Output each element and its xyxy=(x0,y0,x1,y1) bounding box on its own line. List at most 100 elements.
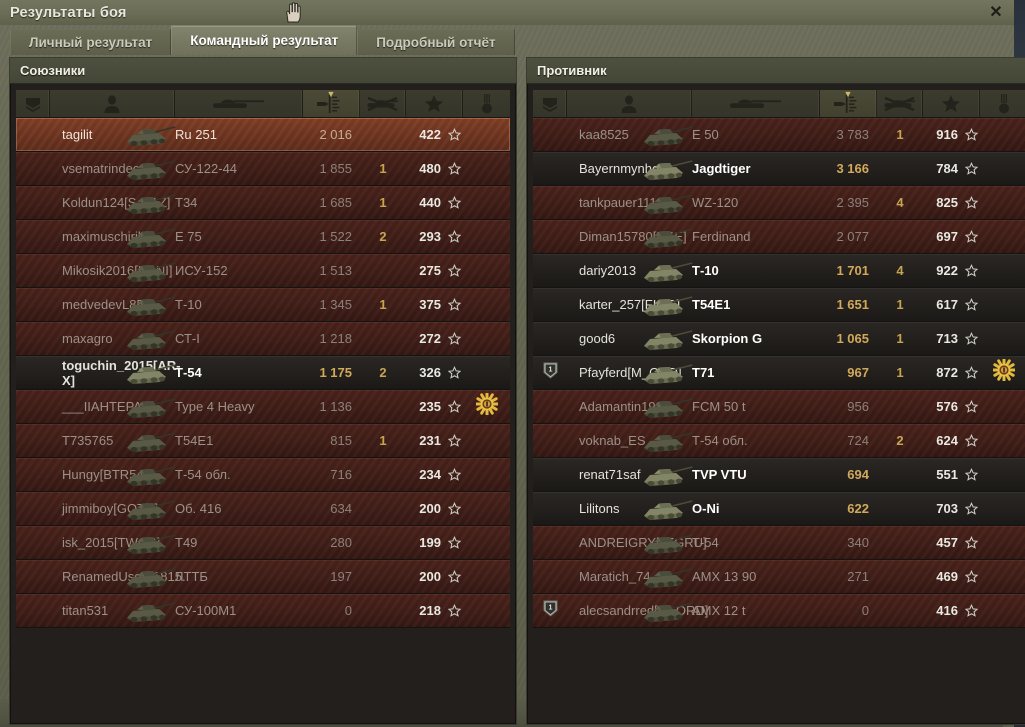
allies-rank-badge-column-header[interactable] xyxy=(16,90,50,117)
player-name-cell[interactable]: isk_2015[TWOS] xyxy=(50,526,175,559)
player-name-cell[interactable]: good6 xyxy=(567,322,692,355)
table-row[interactable]: voknab_ES Т-54 обл. 724 2 624 xyxy=(533,424,1025,458)
vehicle-name-cell[interactable]: Type 4 Heavy xyxy=(127,390,303,423)
tab-personal-result[interactable]: Личный результат xyxy=(10,29,172,55)
player-name-cell[interactable]: toguchin_2015[AR-X] xyxy=(50,356,180,389)
vehicle-name-cell[interactable]: Ferdinand xyxy=(644,220,820,253)
player-name-cell[interactable]: jimmiboy[GOTN] xyxy=(50,492,175,525)
player-name-cell[interactable]: ___IIAHTEPA__ xyxy=(50,390,175,423)
table-row[interactable]: good6 Skorpion G 1 065 1 713 xyxy=(533,322,1025,356)
vehicle-name-cell[interactable]: СТ-I xyxy=(127,322,303,355)
vehicle-name-cell[interactable]: FCM 50 t xyxy=(644,390,820,423)
achievement-medal-cell[interactable] xyxy=(463,526,510,559)
achievement-medal-cell[interactable] xyxy=(980,220,1025,253)
table-row[interactable]: ___IIAHTEPA__ Type 4 Heavy 1 136 235 xyxy=(16,390,510,424)
achievement-medal-cell[interactable] xyxy=(463,152,510,185)
vehicle-name-cell[interactable]: Jagdtiger xyxy=(644,152,820,185)
player-name-cell[interactable]: Pfayferd[M_ORD] xyxy=(567,356,692,389)
table-row[interactable]: Koldun124[S-NAZ] Т34 1 685 1 440 xyxy=(16,186,510,220)
enemies-kills-column-header[interactable] xyxy=(877,90,923,117)
player-name-cell[interactable]: Adamantin1986.. xyxy=(567,390,692,423)
achievement-medal-cell[interactable] xyxy=(980,356,1025,389)
vehicle-name-cell[interactable]: Т-10 xyxy=(127,288,303,321)
vehicle-name-cell[interactable]: O-Ni xyxy=(644,492,820,525)
player-name-cell[interactable]: Diman15780[NSE] xyxy=(567,220,692,253)
achievement-medal-cell[interactable] xyxy=(463,220,510,253)
table-row[interactable]: 1 Pfayferd[M_ORD] T71 967 1 872 xyxy=(533,356,1025,390)
table-row[interactable]: RenamedUser_1815.. ЛТТБ 197 200 xyxy=(16,560,510,594)
achievement-medal-cell[interactable] xyxy=(980,560,1025,593)
player-name-cell[interactable]: vsematrindec xyxy=(50,152,175,185)
vehicle-name-cell[interactable]: СУ-100М1 xyxy=(127,594,303,627)
achievement-medal-cell[interactable] xyxy=(980,526,1025,559)
vehicle-name-cell[interactable]: Т-54 обл. xyxy=(644,424,820,457)
table-row[interactable]: maxagro СТ-I 1 218 272 xyxy=(16,322,510,356)
enemies-player-column-header[interactable] xyxy=(567,90,692,117)
achievement-medal-cell[interactable] xyxy=(463,424,510,457)
achievement-medal-cell[interactable] xyxy=(980,594,1025,627)
player-name-cell[interactable]: Mikosik2016[IO-NI] xyxy=(50,254,175,287)
player-name-cell[interactable]: T735765 xyxy=(50,424,175,457)
vehicle-name-cell[interactable]: T54E1 xyxy=(127,424,303,457)
enemies-rank-badge-column-header[interactable] xyxy=(533,90,567,117)
player-name-cell[interactable]: Koldun124[S-NAZ] xyxy=(50,186,175,219)
table-row[interactable]: renat71saf TVP VTU 694 551 xyxy=(533,458,1025,492)
vehicle-name-cell[interactable]: WZ-120 xyxy=(644,186,820,219)
vehicle-name-cell[interactable]: AMX 12 t xyxy=(644,594,820,627)
table-row[interactable]: jimmiboy[GOTN] Об. 416 634 200 xyxy=(16,492,510,526)
enemies-vehicle-column-header[interactable] xyxy=(692,90,820,117)
allies-kills-column-header[interactable] xyxy=(360,90,406,117)
enemies-achievements-column-header[interactable] xyxy=(980,90,1025,117)
allies-achievements-column-header[interactable] xyxy=(463,90,510,117)
table-row[interactable]: T735765 T54E1 815 1 231 xyxy=(16,424,510,458)
player-name-cell[interactable]: Hungy[BTR54] xyxy=(50,458,175,491)
player-name-cell[interactable]: renat71saf xyxy=(567,458,692,491)
vehicle-name-cell[interactable]: AMX 13 90 xyxy=(644,560,820,593)
tab-team-result[interactable]: Командный результат xyxy=(171,25,358,55)
achievement-medal-cell[interactable] xyxy=(980,288,1025,321)
vehicle-name-cell[interactable]: СУ-122-44 xyxy=(127,152,303,185)
close-icon[interactable]: ✕ xyxy=(989,4,1003,21)
vehicle-name-cell[interactable]: Т34 xyxy=(127,186,303,219)
vehicle-name-cell[interactable]: Т49 xyxy=(127,526,303,559)
achievement-medal-cell[interactable] xyxy=(463,356,510,389)
table-row[interactable]: Mikosik2016[IO-NI] ИСУ-152 1 513 275 xyxy=(16,254,510,288)
achievement-medal-cell[interactable] xyxy=(463,560,510,593)
player-name-cell[interactable]: ANDREIGRY[67GRU] xyxy=(567,526,707,559)
achievement-medal-cell[interactable] xyxy=(980,322,1025,355)
vehicle-name-cell[interactable]: Ru 251 xyxy=(127,118,303,151)
table-row[interactable]: vsematrindec СУ-122-44 1 855 1 480 xyxy=(16,152,510,186)
player-name-cell[interactable]: Lilitons xyxy=(567,492,692,525)
tab-detailed-report[interactable]: Подробный отчёт xyxy=(357,29,515,55)
player-name-cell[interactable]: voknab_ES xyxy=(567,424,692,457)
vehicle-name-cell[interactable]: Об. 416 xyxy=(127,492,303,525)
achievement-medal-cell[interactable] xyxy=(463,390,510,423)
achievement-medal-cell[interactable] xyxy=(980,390,1025,423)
enemies-damage-column-header[interactable]: ▼ xyxy=(820,90,877,117)
vehicle-name-cell[interactable]: T71 xyxy=(644,356,820,389)
achievement-medal-cell[interactable] xyxy=(463,186,510,219)
table-row[interactable]: tagilit Ru 251 2 016 422 xyxy=(16,118,510,152)
allies-experience-column-header[interactable] xyxy=(406,90,463,117)
table-row[interactable]: Maratich_74 AMX 13 90 271 469 xyxy=(533,560,1025,594)
vehicle-name-cell[interactable]: T54E1 xyxy=(644,288,820,321)
table-row[interactable]: kaa8525 E 50 3 783 1 916 xyxy=(533,118,1025,152)
achievement-medal-cell[interactable] xyxy=(980,458,1025,491)
player-name-cell[interactable]: titan531 xyxy=(50,594,175,627)
achievement-medal-cell[interactable] xyxy=(463,254,510,287)
allies-damage-column-header[interactable]: ▼ xyxy=(303,90,360,117)
player-name-cell[interactable]: maxagro xyxy=(50,322,175,355)
vehicle-name-cell[interactable]: ИСУ-152 xyxy=(127,254,303,287)
achievement-medal-cell[interactable] xyxy=(980,424,1025,457)
achievement-medal-cell[interactable] xyxy=(980,152,1025,185)
player-name-cell[interactable]: dariy2013 xyxy=(567,254,692,287)
allies-vehicle-column-header[interactable] xyxy=(175,90,303,117)
player-name-cell[interactable]: karter_257[FIGG] xyxy=(567,288,692,321)
allies-player-column-header[interactable] xyxy=(50,90,175,117)
table-row[interactable]: isk_2015[TWOS] Т49 280 199 xyxy=(16,526,510,560)
vehicle-name-cell[interactable]: E 75 xyxy=(127,220,303,253)
table-row[interactable]: 1 alecsandrred[M_ORD] AMX 12 t 0 416 xyxy=(533,594,1025,628)
player-name-cell[interactable]: tagilit xyxy=(50,118,175,151)
table-row[interactable]: Lilitons O-Ni 622 703 xyxy=(533,492,1025,526)
vehicle-name-cell[interactable]: E 50 xyxy=(644,118,820,151)
